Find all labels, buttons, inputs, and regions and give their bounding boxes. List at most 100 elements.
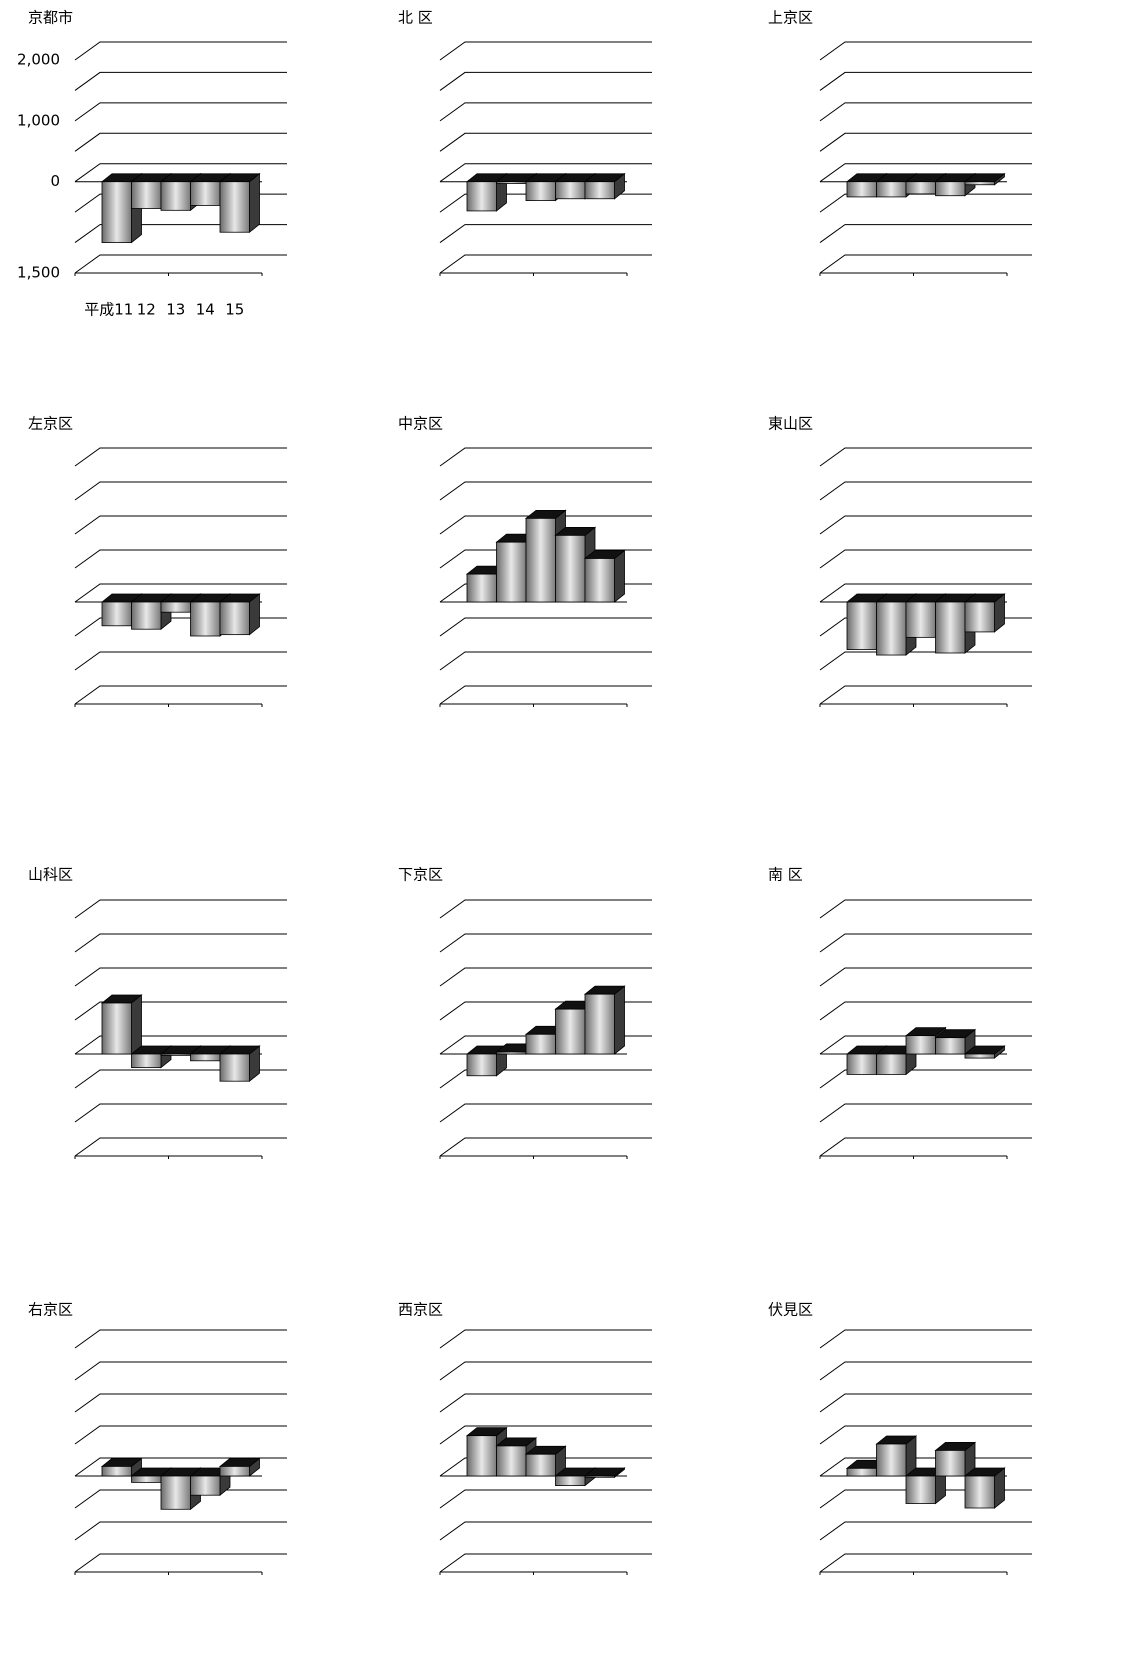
chart-title: 下京区 — [398, 866, 443, 884]
y-tick-label: 1,500 — [17, 264, 60, 282]
bar — [496, 1445, 527, 1477]
panel: 上京区 — [768, 9, 1032, 276]
grid-line — [439, 1393, 652, 1413]
bar — [555, 1475, 586, 1486]
grid-line — [74, 515, 287, 535]
grid-line — [439, 967, 652, 987]
bar — [466, 181, 497, 212]
grid-line — [819, 71, 1032, 91]
panel: 左京区 — [28, 415, 287, 707]
grid-line — [819, 102, 1032, 122]
bar — [525, 1453, 556, 1477]
grid-line — [819, 1361, 1032, 1381]
bar — [935, 1037, 966, 1055]
grid-line — [819, 1103, 1032, 1123]
grid-line — [74, 1521, 287, 1541]
bar — [219, 181, 250, 233]
grid-line — [439, 933, 652, 953]
grid-line — [439, 224, 652, 243]
x-tick-label: 12 — [137, 301, 156, 319]
bar — [496, 1051, 527, 1055]
bar — [190, 601, 221, 637]
panel: 伏見区 — [768, 1301, 1032, 1575]
grid-line — [819, 1425, 1032, 1445]
grid-line — [74, 1103, 287, 1123]
grid-line — [74, 1425, 287, 1445]
grid-line — [74, 549, 287, 569]
chart-title: 京都市 — [28, 9, 73, 27]
y-tick-label: 1,000 — [17, 111, 60, 129]
bar — [525, 517, 556, 603]
x-tick-label: 14 — [196, 301, 215, 319]
grid-line — [74, 899, 287, 919]
bar — [876, 181, 907, 198]
grid-line — [74, 102, 287, 122]
bar — [131, 1475, 162, 1483]
grid-line — [439, 481, 652, 501]
grid-line — [74, 1457, 287, 1477]
grid-line — [819, 651, 1032, 671]
bar — [905, 1475, 936, 1504]
grid-line — [74, 1329, 287, 1349]
grid-line — [439, 1489, 652, 1509]
chart-title: 右京区 — [28, 1301, 73, 1319]
chart-title: 北 区 — [398, 9, 433, 27]
bar — [584, 1475, 615, 1478]
grid-line — [439, 102, 652, 122]
grid-line — [439, 1329, 652, 1349]
bar — [555, 534, 586, 603]
grid-line — [74, 685, 287, 705]
grid-line — [74, 1137, 287, 1157]
bar — [131, 181, 162, 209]
grid-line — [819, 967, 1032, 987]
panel: 北 区 — [398, 9, 652, 276]
bar — [905, 1035, 936, 1055]
grid-line — [819, 549, 1032, 569]
grid-line — [439, 617, 652, 637]
grid-line — [74, 1035, 287, 1055]
grid-line — [439, 1457, 652, 1477]
bar — [964, 1053, 995, 1059]
grid-line — [74, 583, 287, 603]
grid-line — [74, 967, 287, 987]
grid-line — [74, 1361, 287, 1381]
grid-line — [439, 1137, 652, 1157]
bar-side — [249, 172, 260, 234]
bar — [190, 1475, 221, 1496]
bar — [219, 1053, 250, 1082]
grid-line — [819, 899, 1032, 919]
panel: 京都市 2,000 1,000 0 1,500 平成11 12 13 14 15 — [17, 9, 287, 319]
bar — [555, 181, 586, 200]
panel: 東山区 — [768, 415, 1032, 707]
grid-line — [819, 685, 1032, 705]
grid-line — [439, 651, 652, 671]
grid-line — [74, 163, 287, 183]
bar — [905, 601, 936, 638]
grid-line — [819, 515, 1032, 535]
bar — [190, 181, 221, 206]
grid-line — [439, 254, 652, 274]
x-tick-label: 15 — [225, 301, 244, 319]
bar — [876, 601, 907, 656]
grid-line — [819, 1553, 1032, 1573]
bar-side — [614, 985, 625, 1055]
grid-line — [439, 1425, 652, 1445]
grid-line — [439, 1361, 652, 1381]
grid-line — [819, 1069, 1032, 1089]
bar-side — [131, 994, 142, 1055]
grid-line — [439, 1553, 652, 1573]
grid-line — [819, 1393, 1032, 1413]
panel: 西京区 — [398, 1301, 652, 1575]
grid-line — [74, 1001, 287, 1021]
bar — [846, 181, 877, 198]
panel: 下京区 — [398, 866, 652, 1159]
chart-title: 中京区 — [398, 415, 443, 433]
bar — [935, 1450, 966, 1477]
chart-title: 山科区 — [28, 866, 73, 884]
grid-line — [74, 132, 287, 152]
bar — [525, 1033, 556, 1055]
grid-line — [439, 1521, 652, 1541]
grid-line — [819, 1137, 1032, 1157]
grid-line — [439, 899, 652, 919]
